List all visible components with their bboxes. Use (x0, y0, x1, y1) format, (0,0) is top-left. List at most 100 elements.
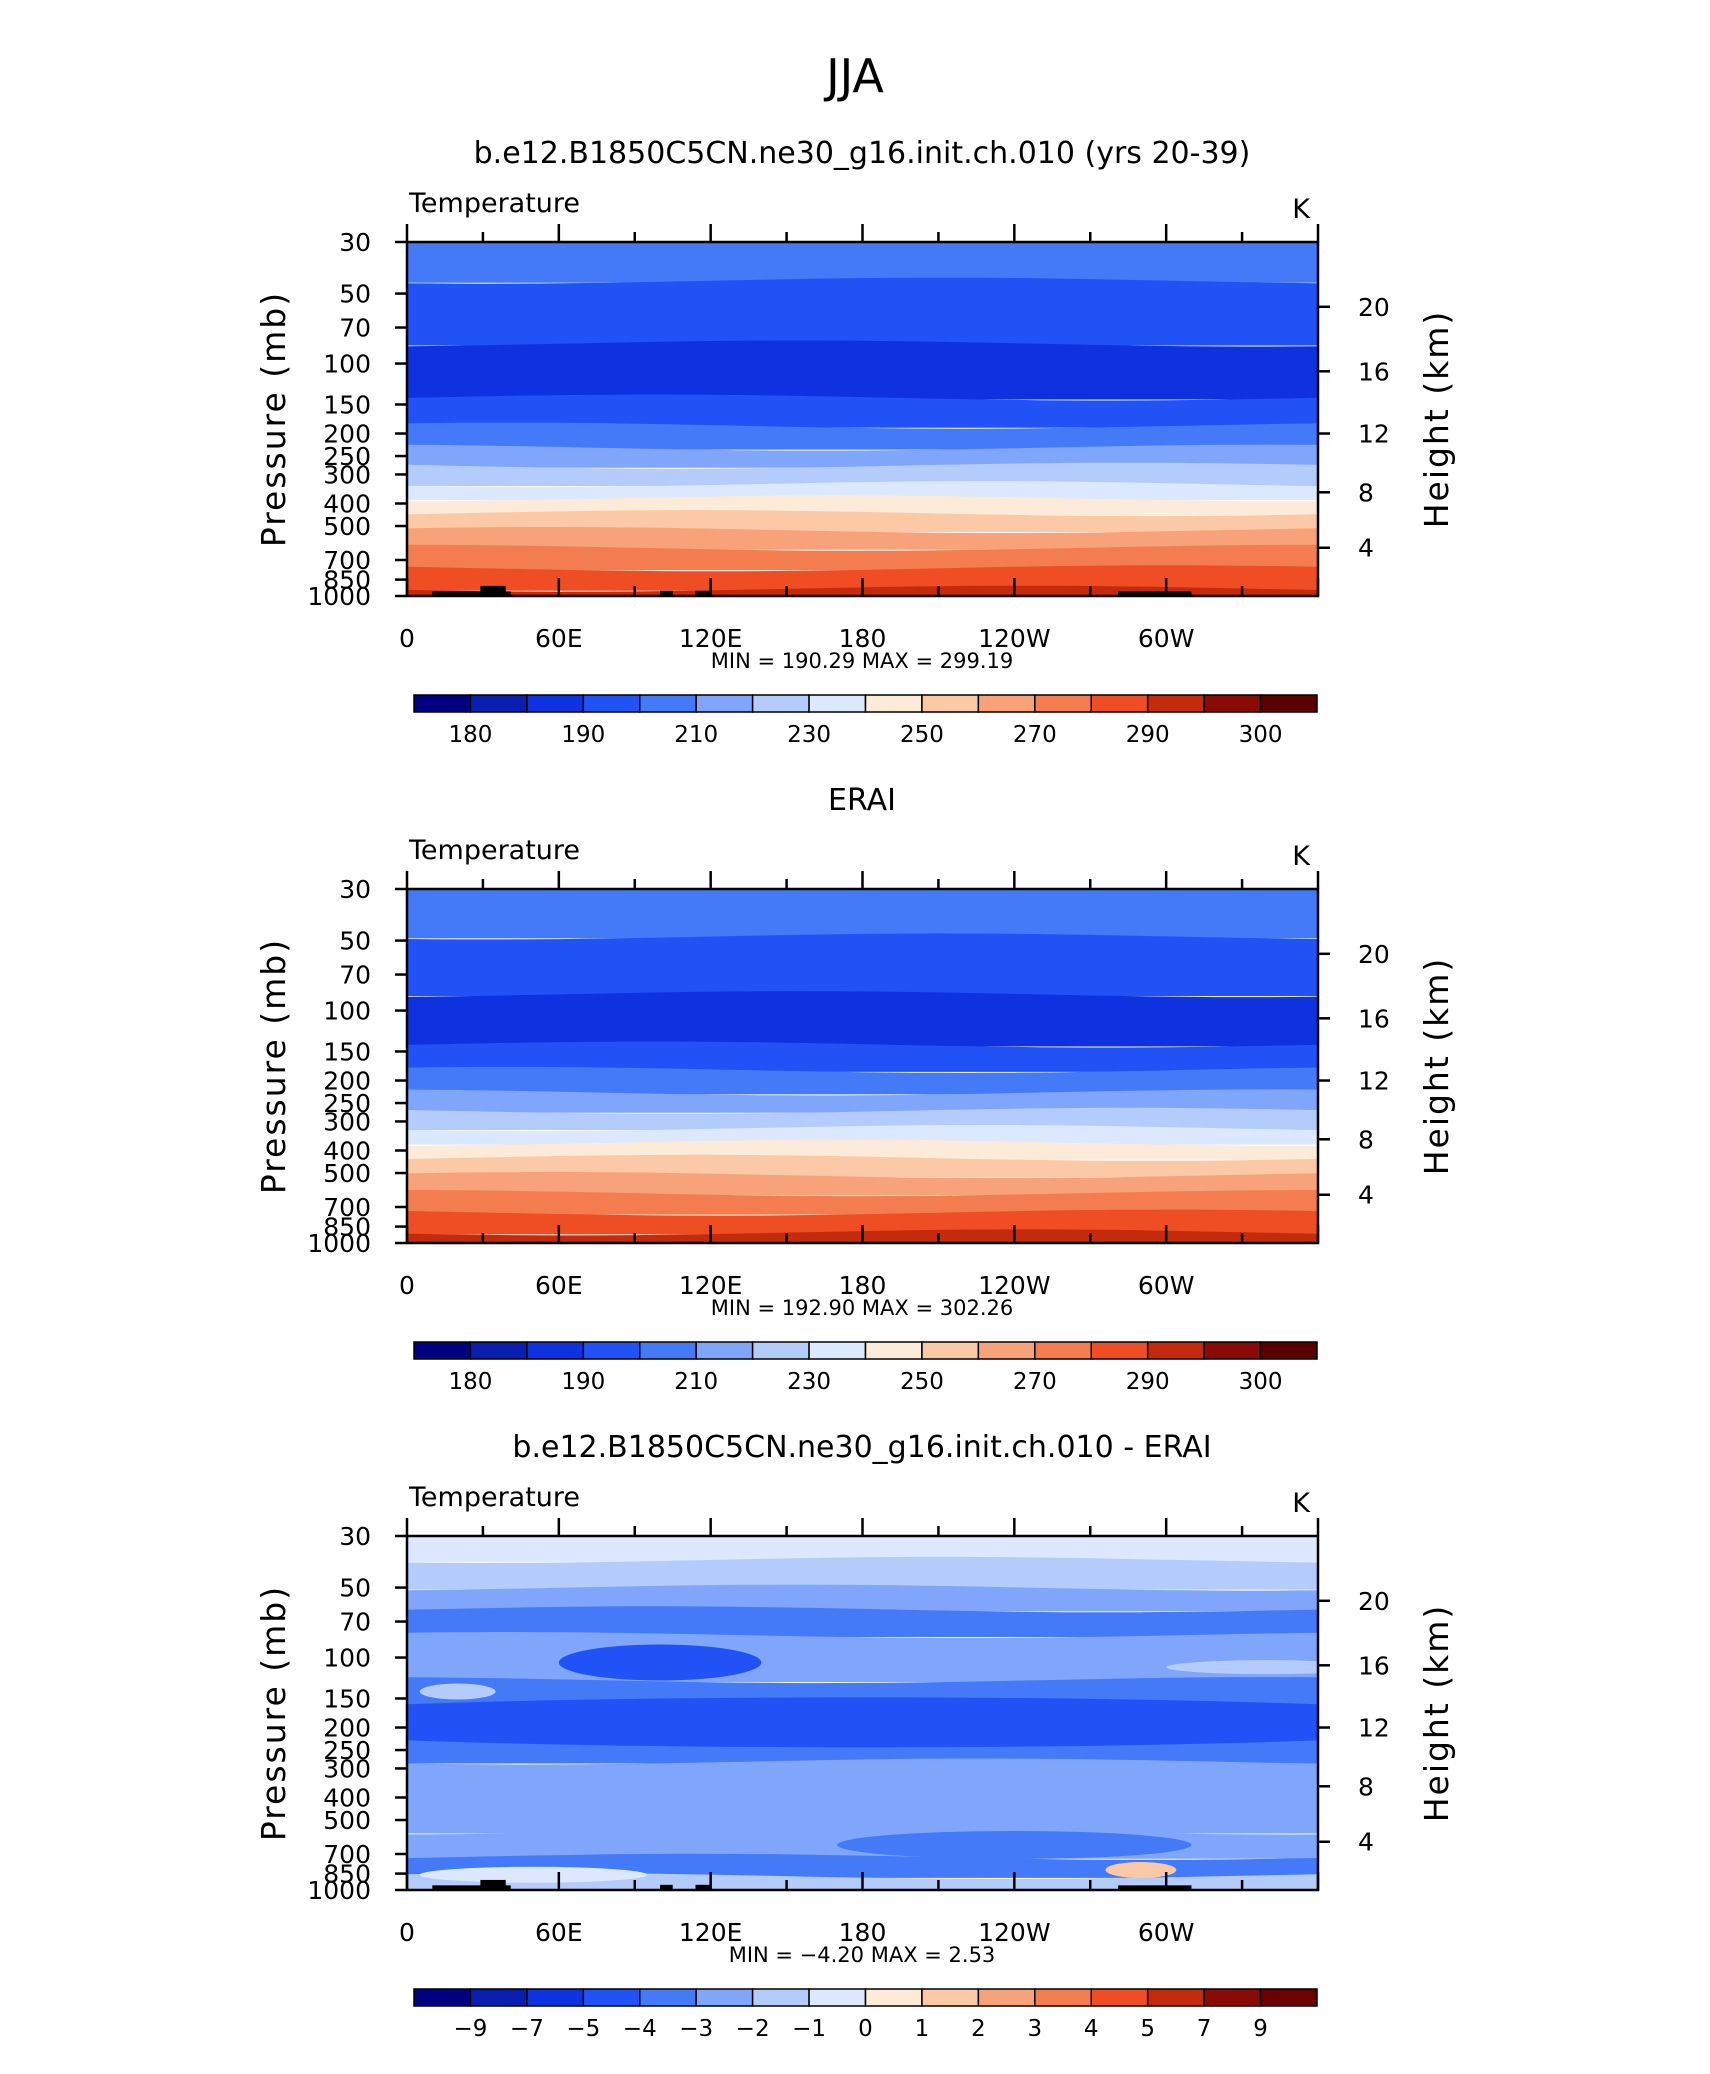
contour-band (407, 444, 1318, 468)
colorbar-label: 230 (787, 1369, 831, 1395)
colorbar-box (639, 694, 697, 713)
y2-tick-label: 12 (1358, 1714, 1390, 1743)
y-tick-label: 70 (339, 1608, 371, 1637)
topography (695, 590, 711, 596)
max-label: MAX = (862, 1296, 940, 1320)
y-tick-label: 250 (323, 1736, 371, 1765)
colorbar-box (751, 694, 810, 713)
colorbar-box (1259, 1341, 1318, 1360)
colorbar-box (413, 1341, 472, 1360)
y2-axis-label: Height (km) (1417, 957, 1456, 1176)
x-tick-label: 120W (978, 1918, 1050, 1947)
x-tick-label: 120E (679, 1918, 743, 1947)
panel-1: b.e12.B1850C5CN.ne30_g16.init.ch.010 (yr… (254, 136, 1456, 748)
topography (1118, 1885, 1192, 1890)
min-label: MIN = (711, 1296, 782, 1320)
y-axis-label: Pressure (mb) (254, 938, 293, 1194)
contour-band (407, 242, 1318, 283)
colorbar-label: 300 (1239, 1369, 1283, 1395)
colorbar-label: 5 (1140, 2016, 1155, 2042)
contour-band (407, 510, 1318, 532)
contour-band (407, 422, 1318, 450)
contour-band (407, 1107, 1318, 1130)
y2-tick-label: 20 (1358, 293, 1390, 322)
colorbar-label: 9 (1253, 2016, 1268, 2042)
colorbar-box (921, 694, 980, 713)
y-tick-label: 700 (323, 1840, 371, 1869)
y-tick-label: 30 (339, 228, 371, 257)
contour-band (407, 1066, 1318, 1095)
panel-left-string: Temperature (408, 1482, 580, 1513)
colorbar-box (639, 1341, 697, 1360)
x-tick-label: 60E (535, 1918, 583, 1947)
topography (1118, 591, 1192, 596)
x-tick-label: 120W (978, 1271, 1050, 1300)
panel-left-string: Temperature (408, 188, 580, 219)
colorbar-box (639, 1988, 697, 2007)
topography (660, 1884, 673, 1890)
y-tick-label: 50 (339, 280, 371, 309)
colorbar-box (864, 1988, 923, 2007)
contour-band (407, 1536, 1318, 1562)
colorbar-box (1146, 1341, 1205, 1360)
y2-tick-label: 4 (1358, 1181, 1374, 1210)
contour-band (407, 544, 1318, 571)
panel-units: K (1292, 841, 1311, 872)
plot-area (407, 1536, 1318, 1890)
contour-band (407, 394, 1318, 428)
y2-axis-label: Height (km) (1417, 1604, 1456, 1823)
y-tick-label: 850 (323, 1213, 371, 1242)
colorbar-label: 190 (561, 1369, 605, 1395)
colorbar-box (1090, 694, 1149, 713)
colorbar-box (413, 1988, 472, 2007)
x-tick-label: 60E (535, 624, 583, 653)
colorbar-box (808, 1988, 867, 2007)
max-label: MAX = (862, 649, 940, 673)
y-tick-label: 1000 (307, 1876, 371, 1905)
x-tick-label: 120E (679, 1271, 743, 1300)
y-tick-label: 150 (323, 1684, 371, 1713)
colorbar-label: 1 (915, 2016, 930, 2042)
colorbar-label: 290 (1126, 722, 1170, 748)
min-value: 190.29 (782, 649, 862, 673)
y-tick-label: 1000 (307, 1229, 371, 1258)
y-tick-label: 700 (323, 1193, 371, 1222)
colorbar-box (1146, 694, 1205, 713)
panel-title: ERAI (828, 783, 896, 818)
y2-axis-label: Height (km) (1417, 310, 1456, 529)
y2-tick-label: 20 (1358, 1587, 1390, 1616)
colorbar-box (751, 1988, 810, 2007)
min-value: 192.90 (782, 1296, 862, 1320)
contour-band (407, 1125, 1318, 1145)
contour-blob (1166, 1660, 1318, 1675)
max-value: 302.26 (940, 1296, 1013, 1320)
y-tick-label: 150 (323, 390, 371, 419)
y-tick-label: 300 (323, 460, 371, 489)
x-tick-label: 0 (399, 1918, 415, 1947)
colorbar-label: 0 (858, 2016, 873, 2042)
panel-units: K (1292, 1488, 1311, 1519)
min-max-text: MIN = 192.90 MAX = 302.26 (711, 1296, 1013, 1320)
panel-2: ERAI Temperature K 0 60E 120E 180 120W 60W 30 50 70… (254, 783, 1456, 1395)
colorbar-label: 250 (900, 1369, 944, 1395)
contour-band (407, 1606, 1318, 1637)
colorbar-label: −1 (792, 2016, 826, 2042)
colorbar-label: 3 (1027, 2016, 1042, 2042)
contour-band (407, 1089, 1318, 1113)
colorbar-box (1090, 1988, 1149, 2007)
x-tick-label: 180 (839, 624, 887, 653)
colorbar-box (1203, 1988, 1262, 2007)
contour-blob (558, 1644, 762, 1681)
y-tick-label: 30 (339, 875, 371, 904)
y-tick-label: 30 (339, 1522, 371, 1551)
y2-tick-label: 16 (1358, 1004, 1390, 1033)
contour-band (407, 933, 1318, 997)
colorbar-box (1090, 1341, 1149, 1360)
y-tick-label: 500 (323, 512, 371, 541)
contour-band (407, 481, 1318, 501)
contour-blob (419, 1683, 496, 1700)
x-tick-label: 120W (978, 624, 1050, 653)
y-tick-label: 300 (323, 1107, 371, 1136)
colorbar-label: 180 (448, 722, 492, 748)
y-tick-label: 200 (323, 420, 371, 449)
